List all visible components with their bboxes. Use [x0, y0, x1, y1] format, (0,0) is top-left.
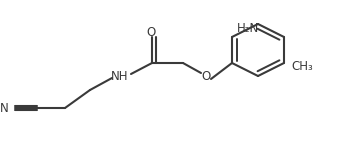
Text: NH: NH	[111, 69, 129, 82]
Text: N: N	[0, 102, 9, 114]
Text: O: O	[146, 26, 155, 39]
Text: O: O	[201, 69, 211, 82]
Text: CH₃: CH₃	[291, 60, 313, 72]
Text: H₂N: H₂N	[237, 21, 259, 34]
